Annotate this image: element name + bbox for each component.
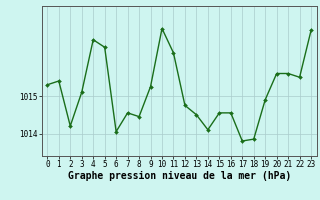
X-axis label: Graphe pression niveau de la mer (hPa): Graphe pression niveau de la mer (hPa)	[68, 171, 291, 181]
